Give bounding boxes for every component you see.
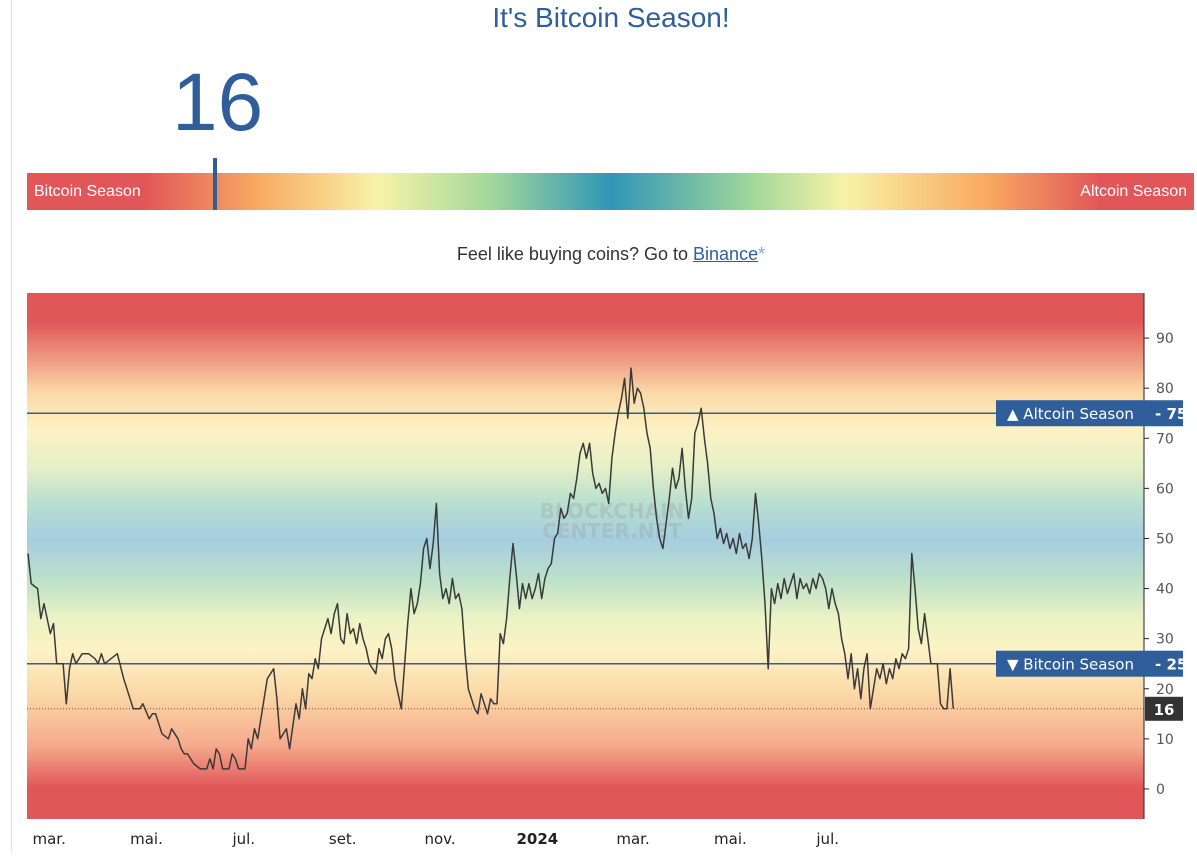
gauge-right-label: Altcoin Season [1080,183,1187,200]
page-title: It's Bitcoin Season! [492,2,730,33]
x-tick-label: jul. [232,830,256,848]
y-tick-label: 80 [1156,381,1174,397]
x-tick-label: mar. [33,830,66,848]
promo-asterisk: * [758,244,766,264]
y-tick-label: 10 [1156,732,1174,748]
x-tick-label: mar. [616,830,649,848]
x-tick-label: mai. [130,830,163,848]
promo-text: Feel like buying coins? Go to [456,244,694,264]
x-tick-label: mai. [714,830,747,848]
y-tick-label: 50 [1156,531,1174,547]
x-tick-label: nov. [424,830,455,848]
series-line [27,367,955,770]
watermark-text: CENTER.NET [542,519,682,543]
reference-value: - 75 [1155,405,1187,423]
promo-line: Feel like buying coins? Go to Binance* [0,244,1197,265]
x-tick-label: 2024 [516,830,558,848]
index-value: 16 [172,57,264,148]
x-tick-label: set. [329,830,357,848]
chart-background [27,293,1144,819]
y-tick-label: 90 [1156,331,1174,347]
current-value-badge [1145,696,1183,721]
current-value-label: 16 [1154,701,1175,719]
y-tick-label: 40 [1156,582,1174,598]
season-gauge: Bitcoin Season Altcoin Season [27,158,1194,210]
left-border [11,0,12,853]
y-tick-label: 0 [1156,782,1165,798]
y-tick-label: 20 [1156,682,1174,698]
y-tick-label: 30 [1156,632,1174,648]
y-tick-label: 70 [1156,431,1174,447]
reference-value: - 25 [1155,656,1187,674]
gauge-marker [213,158,217,210]
reference-label: ▲ Altcoin Season [1007,405,1134,423]
y-tick-label: 60 [1156,481,1174,497]
x-tick-label: jul. [815,830,839,848]
reference-label: ▼ Bitcoin Season [1007,656,1134,674]
gauge-left-label: Bitcoin Season [34,183,141,200]
binance-link[interactable]: Binance [693,244,759,264]
reference-badge [996,650,1183,677]
reference-badge [996,400,1183,427]
